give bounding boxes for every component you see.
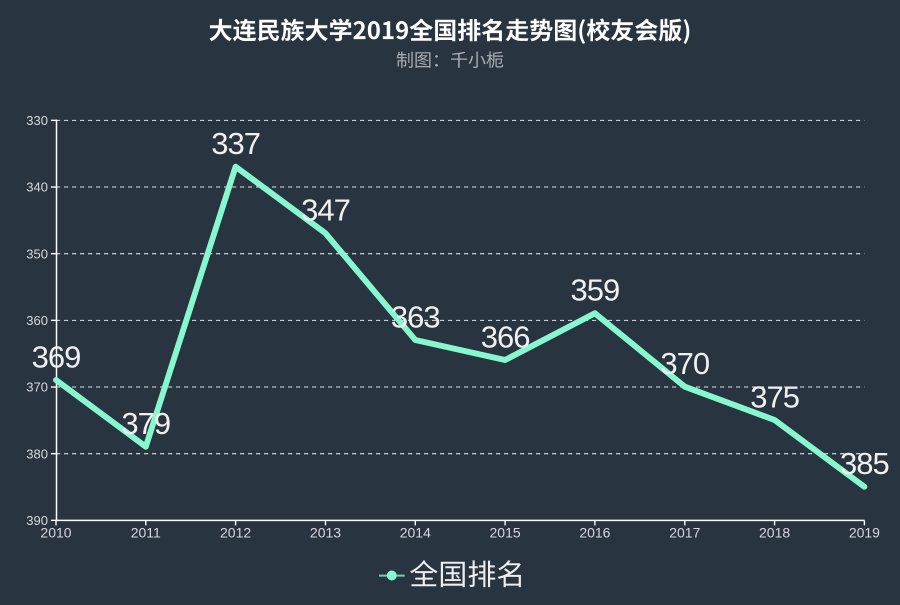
- svg-text:370: 370: [660, 346, 709, 381]
- svg-text:340: 340: [26, 180, 48, 195]
- svg-text:2010: 2010: [40, 525, 71, 541]
- svg-text:360: 360: [26, 313, 48, 328]
- svg-text:2016: 2016: [579, 525, 610, 541]
- svg-text:347: 347: [301, 193, 350, 228]
- svg-text:366: 366: [481, 319, 530, 354]
- svg-text:2013: 2013: [310, 525, 341, 541]
- svg-text:337: 337: [211, 126, 260, 161]
- svg-text:2019: 2019: [849, 525, 880, 541]
- svg-text:330: 330: [26, 113, 48, 128]
- svg-text:2017: 2017: [669, 525, 700, 541]
- svg-text:350: 350: [26, 246, 48, 261]
- svg-text:375: 375: [750, 379, 799, 414]
- svg-text:369: 369: [32, 339, 81, 374]
- svg-text:379: 379: [121, 406, 170, 441]
- svg-text:2018: 2018: [759, 525, 790, 541]
- svg-text:385: 385: [840, 446, 889, 481]
- svg-text:363: 363: [391, 299, 440, 334]
- svg-text:370: 370: [26, 380, 48, 395]
- svg-text:2014: 2014: [400, 525, 431, 541]
- svg-text:359: 359: [571, 273, 620, 308]
- svg-text:2012: 2012: [220, 525, 251, 541]
- svg-text:390: 390: [26, 513, 48, 528]
- svg-text:380: 380: [26, 446, 48, 461]
- svg-text:2011: 2011: [131, 525, 161, 541]
- svg-text:2015: 2015: [490, 525, 521, 541]
